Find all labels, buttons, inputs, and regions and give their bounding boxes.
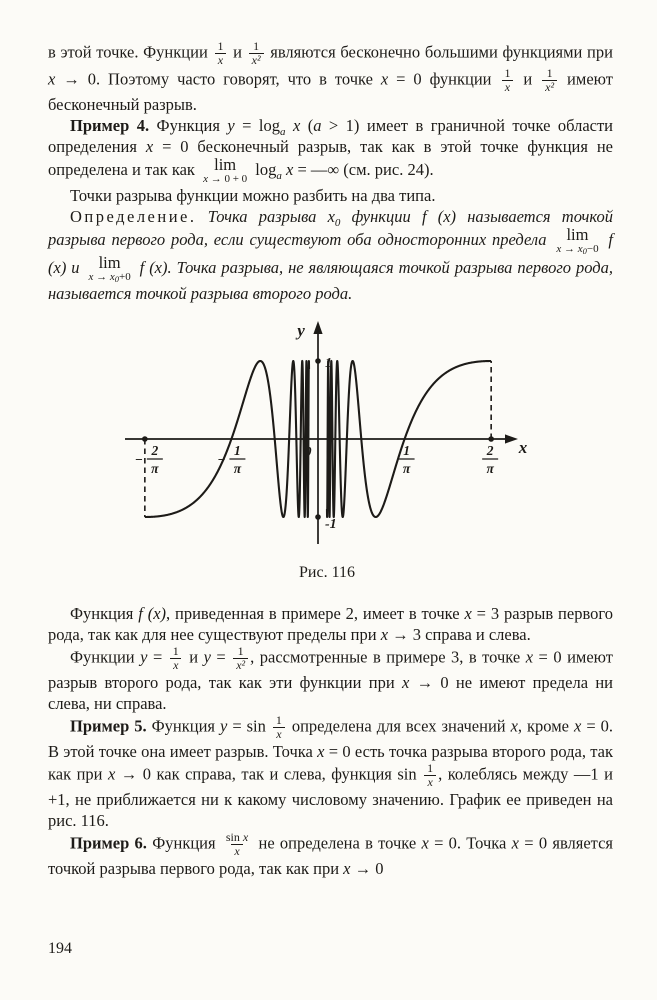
x-axis-arrow [505, 434, 518, 444]
x-tick-numerator: 1 [403, 443, 410, 458]
x-tick-denominator: π [486, 461, 494, 476]
x-tick-numerator: 2 [486, 443, 494, 458]
limit-expression: lim x → x0+0 [88, 253, 131, 284]
paragraph: Точки разрыва функции можно разбить на д… [70, 186, 436, 205]
paragraph: Функция f (x), приведенная в примере 2, … [48, 604, 613, 644]
x-tick-minus: − [217, 452, 225, 467]
x-tick-minus: − [135, 452, 143, 467]
inline-fraction: 1 x² [233, 645, 249, 672]
x-axis-label: x [518, 438, 528, 457]
inline-fraction: 1 x² [248, 40, 264, 67]
x-tick-numerator: 2 [150, 443, 158, 458]
x-tick-numerator: 1 [234, 443, 241, 458]
inline-fraction: 1 x² [542, 67, 558, 94]
page-number: 194 [48, 940, 72, 957]
limit-expression: lim x → 0 + 0 [203, 155, 248, 185]
limit-expression: lim x → x0−0 [556, 225, 599, 256]
text-block-bottom: Функция f (x), приведенная в примере 2, … [48, 603, 613, 879]
x-tick-denominator: π [234, 461, 242, 476]
x-tick-denominator: π [403, 461, 411, 476]
y-tick-label: -1 [325, 517, 337, 532]
x-axis-dot [488, 436, 494, 442]
paragraph: Пример 4. Функция y = loga x (a > 1) име… [48, 116, 614, 185]
curve-left-branch [144, 359, 311, 519]
figure-caption: Рис. 116 [299, 564, 355, 581]
x-axis-dot [142, 436, 148, 442]
curve-right-branch [325, 359, 492, 519]
y-axis-arrow [313, 321, 323, 334]
x-tick-denominator: π [151, 461, 159, 476]
paragraph: Определение. Точка разрыва x0 функции f … [48, 207, 614, 303]
figure-116: x y 0 1 -1 2 π −1 π −1 π 2 π Рис. 116 [80, 318, 540, 583]
y-tick-dot [315, 358, 321, 364]
y-axis-label: y [295, 321, 305, 340]
y-tick-dot [315, 514, 321, 520]
